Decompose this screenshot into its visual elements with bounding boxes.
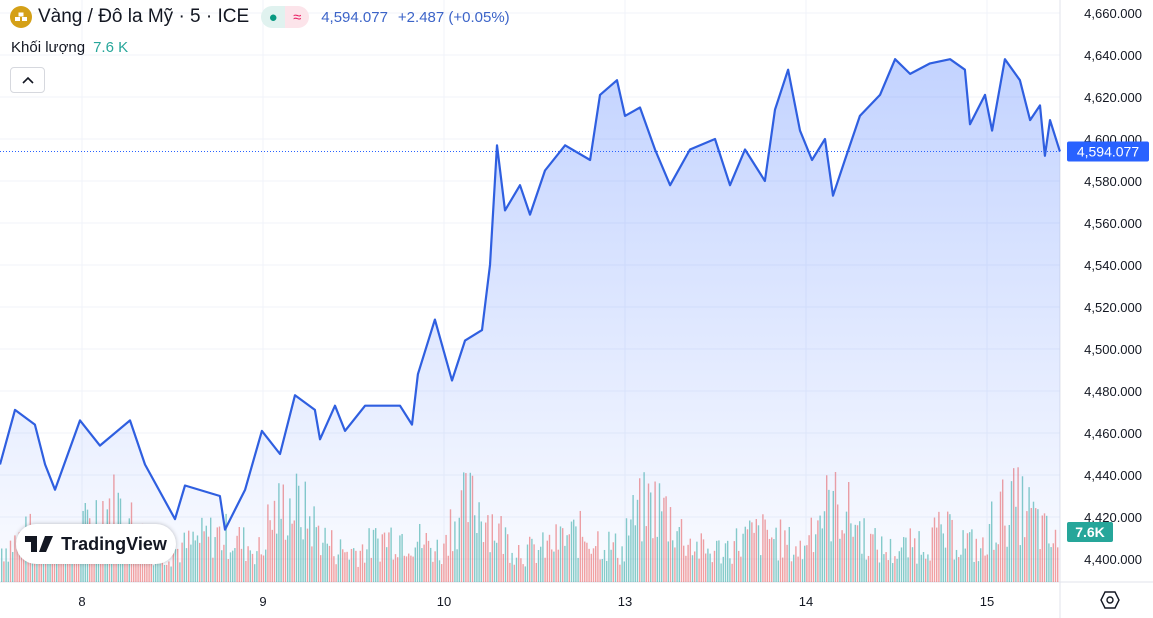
- chevron-up-icon: [21, 76, 34, 84]
- y-tick-label: 4,520.000: [1084, 300, 1142, 315]
- y-tick-label: 4,420.000: [1084, 510, 1142, 525]
- approx-icon: ≈: [285, 6, 310, 28]
- y-tick-label: 4,500.000: [1084, 342, 1142, 357]
- y-tick-label: 4,460.000: [1084, 426, 1142, 441]
- price-change: +2.487 (+0.05%): [397, 8, 510, 26]
- price-line: [0, 58, 1061, 531]
- volume-label: Khối lượng: [11, 39, 86, 56]
- last-price-label: 4,594.077: [1077, 143, 1139, 159]
- last-price-tag: 4,594.077: [1067, 141, 1149, 162]
- y-tick-label: 4,560.000: [1084, 216, 1142, 231]
- x-tick-label: 9: [259, 594, 266, 609]
- y-tick-label: 4,400.000: [1084, 552, 1142, 567]
- gold-logo-icon: [10, 6, 32, 28]
- symbol-legend: Vàng / Đô la Mỹ · 5 · ICE ● ≈ 4,594.077 …: [10, 6, 510, 28]
- x-tick-label: 15: [980, 594, 994, 609]
- y-tick-label: 4,660.000: [1084, 6, 1142, 21]
- x-tick-label: 13: [618, 594, 632, 609]
- symbol-title[interactable]: Vàng / Đô la Mỹ · 5 · ICE: [38, 6, 250, 27]
- y-tick-label: 4,580.000: [1084, 174, 1142, 189]
- tradingview-mark-icon: [25, 536, 54, 552]
- chart-settings-button[interactable]: [1100, 590, 1120, 615]
- last-price: 4,594.077: [321, 8, 388, 26]
- last-volume-tag: 7.6K: [1067, 522, 1113, 542]
- price-axis[interactable]: 4,660.0004,640.0004,620.0004,600.0004,58…: [1084, 6, 1142, 567]
- last-volume-label: 7.6K: [1075, 524, 1105, 540]
- market-open-dot-icon: ●: [261, 6, 286, 28]
- price-area: [0, 59, 1060, 582]
- x-tick-label: 14: [799, 594, 813, 609]
- volume-value: 7.6 K: [93, 39, 129, 56]
- settings-hexagon-icon: [1100, 591, 1120, 609]
- y-tick-label: 4,440.000: [1084, 468, 1142, 483]
- time-axis[interactable]: 8 9 10 13 14 15: [78, 594, 994, 609]
- collapse-legend-button[interactable]: [10, 67, 45, 93]
- x-tick-label: 10: [437, 594, 451, 609]
- y-tick-label: 4,540.000: [1084, 258, 1142, 273]
- brand-name: TradingView: [61, 533, 167, 554]
- x-tick-label: 8: [78, 594, 85, 609]
- y-tick-label: 4,640.000: [1084, 48, 1142, 63]
- y-tick-label: 4,480.000: [1084, 384, 1142, 399]
- volume-legend: Khối lượng 7.6 K: [11, 39, 128, 56]
- market-status[interactable]: ● ≈: [261, 6, 310, 28]
- tradingview-logo[interactable]: TradingView: [16, 524, 176, 564]
- y-tick-label: 4,620.000: [1084, 90, 1142, 105]
